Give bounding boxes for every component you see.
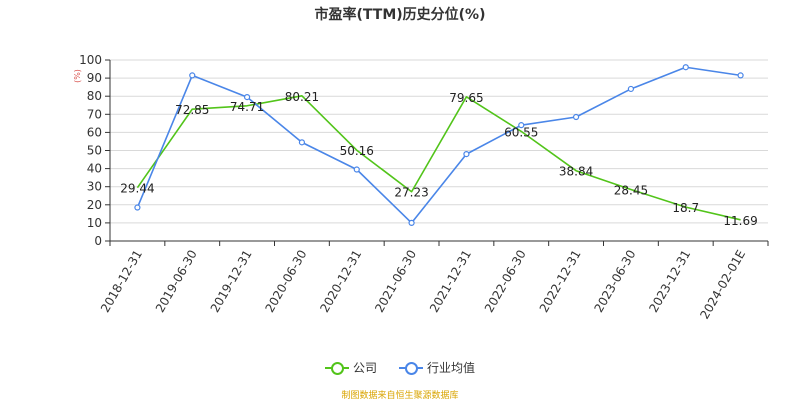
y-tick-label: 80	[87, 89, 102, 103]
data-label: 29.44	[120, 182, 154, 196]
data-point-industry	[353, 166, 360, 173]
data-label: 79.65	[449, 91, 483, 105]
data-point-industry	[682, 64, 689, 71]
data-label: 18.7	[672, 201, 699, 215]
data-label: 38.84	[559, 165, 593, 179]
legend-label-industry: 行业均值	[427, 361, 476, 375]
data-label: 60.55	[504, 125, 538, 139]
x-tick-label: 2023-12-31	[646, 248, 693, 315]
x-tick-label: 2022-06-30	[482, 248, 529, 315]
data-point-industry	[518, 122, 525, 129]
legend-line-marker-icon	[324, 361, 349, 375]
series-line-industry	[136, 66, 741, 224]
data-label: 28.45	[614, 184, 648, 198]
legend-item-company[interactable]: 公司	[324, 359, 377, 376]
legend: 公司 行业均值	[0, 359, 800, 376]
y-tick-label: 60	[87, 125, 102, 139]
series-line-company	[136, 95, 741, 221]
x-tick-label: 2019-12-31	[208, 248, 255, 315]
x-tick-label: 2019-06-30	[153, 248, 200, 315]
y-tick-label: 90	[87, 71, 102, 85]
y-tick-label: 100	[79, 53, 102, 67]
x-tick-label: 2023-06-30	[592, 248, 639, 315]
y-tick-label: 0	[94, 234, 102, 248]
data-point-industry	[134, 204, 141, 211]
legend-line-marker-icon	[399, 361, 423, 375]
x-tick-label: 2020-12-31	[317, 248, 364, 315]
y-tick-label: 30	[87, 180, 102, 194]
x-tick-label: 2022-12-31	[537, 248, 584, 315]
source-note: 制图数据来自恒生聚源数据库	[341, 391, 459, 401]
data-point-industry	[298, 139, 306, 146]
x-tick-label: 2021-12-31	[427, 248, 474, 315]
data-label: 74.71	[230, 100, 264, 114]
x-tick-label: 2020-06-30	[263, 248, 310, 315]
legend-label-company: 公司	[352, 361, 377, 375]
x-tick-label: 2018-12-31	[98, 248, 145, 315]
y-tick-label: 50	[87, 144, 102, 158]
data-point-industry	[737, 72, 744, 79]
data-point-industry	[408, 219, 415, 226]
data-label: 80.21	[285, 90, 319, 104]
data-label: 27.23	[394, 186, 428, 200]
chart-title: 市盈率(TTM)历史分位(%)	[314, 7, 486, 23]
y-tick-label: 20	[87, 198, 102, 212]
y-tick-label: 10	[87, 216, 102, 230]
y-tick-label: 40	[87, 162, 102, 176]
data-label: 11.69	[723, 214, 757, 228]
x-tick-label: 2024-02-01E	[697, 248, 748, 322]
data-point-industry	[572, 113, 580, 121]
data-point-industry	[627, 85, 635, 93]
legend-item-industry[interactable]: 行业均值	[399, 359, 475, 376]
data-label: 72.85	[175, 103, 209, 117]
data-point-industry	[463, 151, 470, 158]
x-tick-label: 2021-06-30	[372, 248, 419, 315]
data-point-industry	[243, 94, 251, 101]
data-label: 50.16	[340, 144, 374, 158]
y-tick-label: 70	[87, 107, 102, 121]
data-point-industry	[189, 72, 196, 79]
y-axis-label: (%)	[73, 69, 82, 83]
